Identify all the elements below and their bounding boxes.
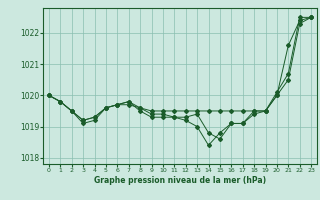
X-axis label: Graphe pression niveau de la mer (hPa): Graphe pression niveau de la mer (hPa) bbox=[94, 176, 266, 185]
